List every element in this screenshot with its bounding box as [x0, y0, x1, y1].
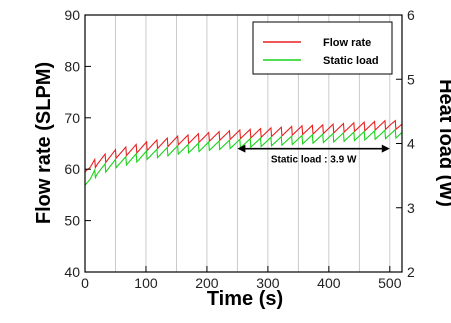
series-layer	[84, 119, 403, 186]
x-tick-label: 500	[378, 275, 402, 291]
series-static-load	[84, 128, 403, 186]
x-tick-label: 200	[195, 275, 219, 291]
legend-label-flow-rate: Flow rate	[323, 37, 371, 49]
annotation-arrowhead-right	[381, 144, 390, 153]
y-left-tick-label: 70	[64, 110, 80, 126]
y-axis-right-title: Heat load (W)	[435, 79, 451, 207]
x-tick-label: 400	[317, 275, 341, 291]
x-axis-title: Time (s)	[207, 288, 283, 310]
y-right-tick-label: 3	[407, 200, 415, 216]
x-tick-label: 100	[134, 275, 158, 291]
y-right-tick-label: 4	[407, 136, 415, 152]
x-tick-label: 0	[81, 275, 89, 291]
y-left-tick-label: 60	[64, 161, 80, 177]
annotation-arrowhead-left	[237, 144, 246, 153]
y-left-tick-label: 40	[64, 264, 80, 280]
ticks-layer: 0 100 200 300 400 500 40 50 60 70 80 90 2 3 4 5 6	[64, 7, 415, 291]
series-flow-rate	[84, 119, 403, 173]
y-right-tick-label: 5	[407, 71, 415, 87]
y-left-tick-label: 80	[64, 58, 80, 74]
y-left-tick-label: 90	[64, 7, 80, 23]
legend-label-static-load: Static load	[323, 55, 379, 67]
y-left-tick-label: 50	[64, 213, 80, 229]
annotation-label: Static load : 3.9 W	[271, 155, 357, 166]
annotation: Static load : 3.9 W	[237, 144, 390, 166]
legend-box	[252, 21, 393, 75]
y-axis-left-title: Flow rate (SLPM)	[33, 62, 55, 224]
x-tick-label: 300	[256, 275, 280, 291]
y-right-tick-label: 6	[407, 7, 415, 23]
y-right-tick-label: 2	[407, 264, 415, 280]
legend: Flow rate Static load	[252, 21, 393, 75]
